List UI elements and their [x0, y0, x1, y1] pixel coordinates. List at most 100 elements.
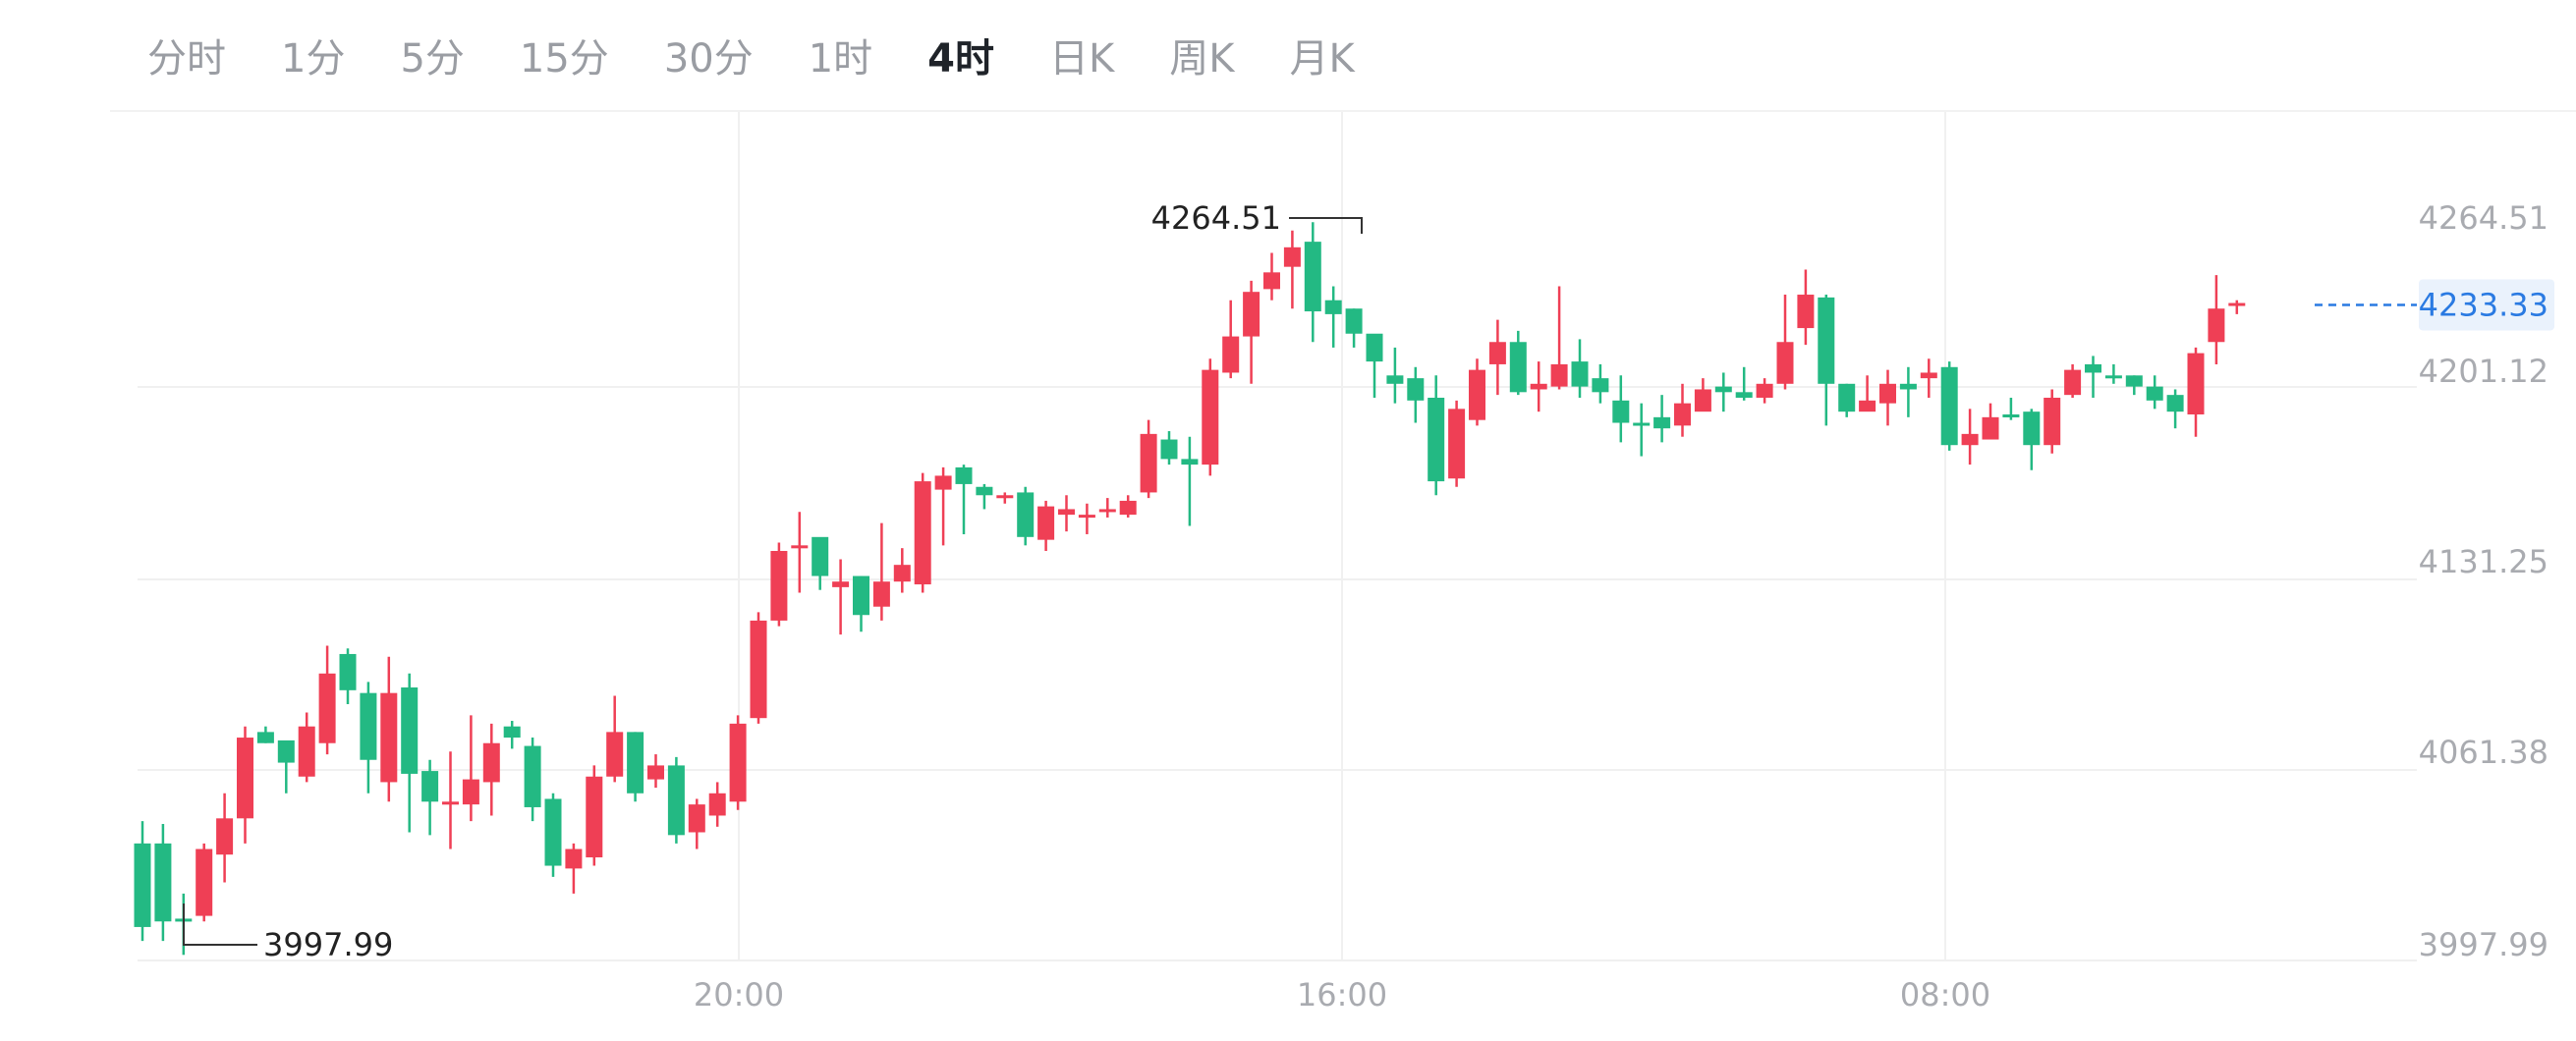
candle-body: [976, 486, 993, 496]
x-tick-label: 20:00: [694, 976, 784, 1014]
candle-body: [2125, 375, 2143, 387]
tab-7[interactable]: 日K: [1049, 36, 1115, 82]
candle-body: [2187, 353, 2205, 415]
candle-body: [1119, 500, 1137, 516]
candle-body: [1756, 383, 1773, 398]
y-tick-label: 4201.12: [2419, 353, 2548, 390]
candle-body: [1714, 386, 1732, 393]
candle-body: [2228, 302, 2246, 306]
tab-3[interactable]: 15分: [519, 36, 609, 82]
candle-body: [1940, 366, 1958, 446]
candle-body: [1058, 509, 1075, 516]
candle-body: [277, 740, 295, 763]
candle-body: [627, 732, 644, 794]
candle-body: [1428, 397, 1445, 482]
candle-body: [872, 581, 890, 607]
candle-body: [1818, 297, 1835, 384]
candle-body: [1324, 300, 1342, 314]
candle-body: [1674, 403, 1691, 426]
tab-9[interactable]: 月K: [1289, 36, 1355, 82]
low-leader-line: [183, 904, 257, 946]
candle-body: [667, 765, 685, 836]
candle-body: [1263, 272, 1280, 290]
candle-body: [1345, 308, 1363, 334]
x-tick-label: 16:00: [1297, 976, 1387, 1014]
timeframe-tabs: 分时 1分 5分 15分 30分 1时 4时 日K 周K 月K: [147, 29, 1410, 88]
candle-body: [832, 581, 850, 587]
tab-2[interactable]: 5分: [400, 36, 465, 82]
candle-body: [2166, 395, 2184, 412]
candle-body: [1448, 409, 1466, 479]
candle-body: [339, 653, 357, 690]
candle-body: [1140, 433, 1157, 493]
candle-body: [688, 804, 705, 833]
last-price-label: 4233.33: [2419, 286, 2548, 323]
candle-body: [1509, 342, 1527, 393]
candle-body: [1202, 369, 1219, 466]
candle-body: [770, 550, 788, 621]
high-leader-line: [1289, 217, 1363, 234]
tab-8[interactable]: 周K: [1169, 36, 1235, 82]
candle-body: [1469, 369, 1485, 420]
tabs-divider: [110, 110, 2576, 112]
candle-body: [1304, 242, 1321, 312]
candle-body: [154, 843, 172, 922]
candle-body: [750, 620, 767, 719]
candle-body: [1592, 378, 1609, 393]
annotations: 4264.51 3997.99 4233.33: [183, 199, 2554, 963]
candle-body: [1550, 363, 1568, 387]
candle-body: [1407, 378, 1425, 401]
candle-body: [1017, 492, 1035, 537]
candle-body: [1838, 383, 1856, 412]
candle-body: [544, 798, 562, 866]
tab-6[interactable]: 4时: [927, 36, 995, 82]
candle-body: [2104, 375, 2122, 379]
candle-body: [729, 723, 747, 802]
candle-body: [1160, 439, 1178, 460]
candle-body: [1653, 416, 1671, 429]
candle-body: [318, 673, 336, 743]
candle-body: [1859, 400, 1876, 412]
candle-body: [1366, 333, 1383, 362]
tab-4[interactable]: 30分: [663, 36, 754, 82]
candle-body: [1222, 336, 1240, 373]
tab-5[interactable]: 1时: [808, 36, 873, 82]
tab-0[interactable]: 分时: [147, 36, 226, 82]
candle-body: [565, 849, 583, 869]
candle-body: [237, 738, 253, 819]
candle-body: [2085, 363, 2101, 373]
candle-body: [2208, 308, 2225, 343]
last-price-badge: [2419, 279, 2554, 331]
candle-body: [1694, 389, 1711, 412]
y-tick-label: 4131.25: [2419, 543, 2548, 580]
candle-body: [1037, 506, 1055, 540]
candle-body: [421, 771, 439, 802]
candle-body: [196, 849, 213, 916]
grid: [138, 112, 2417, 961]
candle-body: [955, 466, 973, 484]
candle-body: [298, 726, 315, 777]
y-tick-label: 3997.99: [2419, 926, 2548, 963]
candle-body: [934, 475, 952, 490]
candle-body: [256, 732, 274, 743]
candle-body: [2146, 386, 2163, 401]
candle-body: [2064, 369, 2082, 396]
candle-body: [2023, 411, 2041, 446]
candle-body: [1243, 292, 1260, 337]
candle-body: [1078, 515, 1095, 519]
candle-body: [524, 745, 541, 807]
candle-body: [1797, 295, 1815, 329]
candle-body: [216, 818, 234, 855]
candle-body: [586, 776, 603, 858]
candle-body: [442, 801, 459, 805]
candle-body: [1283, 247, 1301, 267]
candle-body: [893, 565, 911, 582]
candle-body: [380, 692, 398, 783]
candle-body: [503, 726, 521, 739]
candle-body: [1899, 383, 1917, 390]
candle-body: [853, 575, 869, 616]
x-axis: 20:00 16:00 08:00: [694, 976, 1990, 1014]
candle-body: [1386, 375, 1404, 384]
tab-1[interactable]: 1分: [281, 36, 346, 82]
candle-body: [914, 481, 931, 585]
